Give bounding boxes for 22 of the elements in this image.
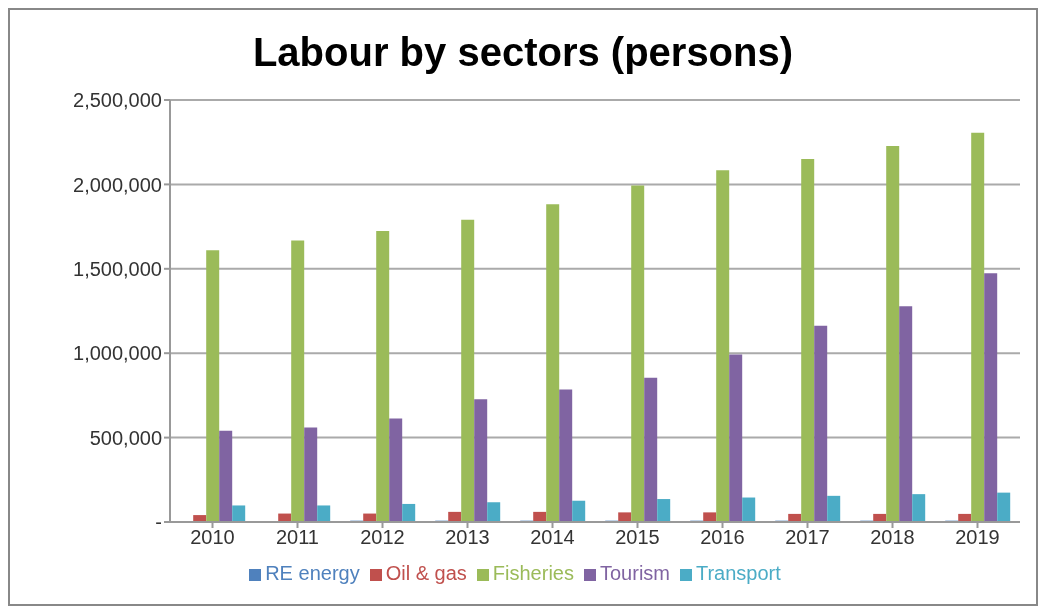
x-tick-label: 2011 [275,526,320,549]
legend-label: Tourism [599,562,670,584]
y-tick-label: - [155,511,162,534]
y-tick-label: 1,500,000 [73,257,162,280]
x-tick-label: 2015 [615,526,660,549]
x-tick-label: 2014 [530,526,575,549]
legend-label: Oil & gas [385,562,467,584]
y-tick-label: 2,000,000 [73,173,162,196]
y-tick-label: 2,500,000 [73,89,162,112]
chart-title: Labour by sectors (persons) [251,30,795,76]
x-tick-label: 2012 [360,526,405,549]
legend-label: RE energy [265,562,360,584]
y-tick-label: 1,000,000 [73,342,162,365]
x-tick-label: 2018 [870,526,915,549]
x-tick-label: 2017 [785,526,830,549]
x-tick-label: 2019 [955,526,1000,549]
legend-label: Fisheries [492,562,574,584]
y-tick-label: 500,000 [89,426,162,449]
legend-label: Transport [695,562,781,584]
x-tick-label: 2013 [445,526,490,549]
x-tick-label: 2016 [700,526,745,549]
x-tick-label: 2010 [190,526,235,549]
